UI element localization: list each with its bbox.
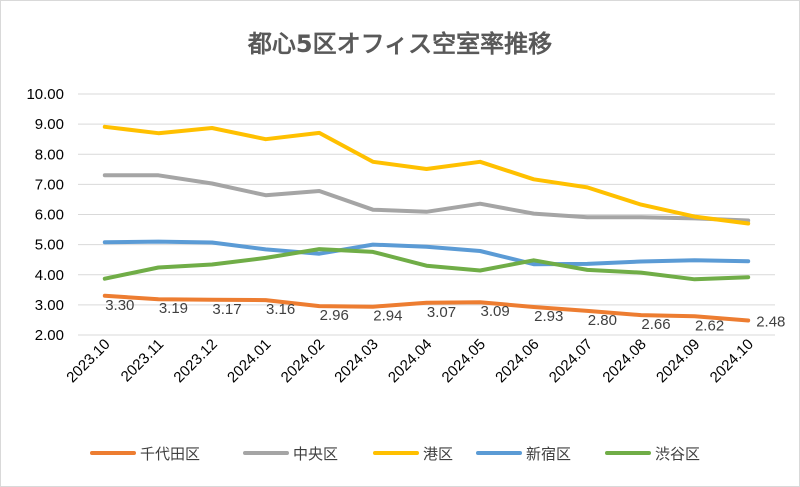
legend-label: 千代田区 [140,445,200,463]
series-line-2 [102,173,751,223]
gridlines [78,93,775,336]
series-lines [102,124,751,323]
data-label: 3.16 [266,301,295,318]
x-tick-label: 2024.02 [278,336,328,386]
data-label: 2.62 [695,317,724,334]
legend-label: 渋谷区 [655,445,700,463]
x-tick-label: 2023.10 [63,336,113,386]
x-tick-label: 2024.09 [653,336,703,386]
y-tick-label: 5.00 [35,237,64,254]
data-label: 2.96 [320,307,349,324]
y-axis-tick-labels: 2.00 3.00 4.00 5.00 6.00 7.00 8.00 9.00 10.00 [26,86,64,344]
x-tick-label: 2024.03 [331,336,381,386]
series-line-1 [102,293,751,323]
y-tick-label: 7.00 [35,176,64,193]
data-label: 3.07 [427,304,456,321]
y-tick-label: 2.00 [35,327,64,344]
data-label: 2.94 [373,308,402,325]
legend-label: 新宿区 [526,445,571,463]
y-tick-label: 4.00 [35,267,64,284]
data-label: 2.80 [588,312,617,329]
x-axis-tick-labels: 2023.10 2023.11 2023.12 2024.01 2024.02 2024.… [63,336,757,386]
x-tick-label: 2024.06 [492,336,542,386]
legend-label: 中央区 [293,445,338,463]
x-tick-label: 2024.10 [707,336,757,386]
data-label: 3.30 [105,297,134,314]
y-tick-label: 10.00 [26,86,64,103]
y-tick-label: 8.00 [35,146,64,163]
legend-label: 港区 [423,445,453,463]
x-tick-label: 2024.08 [599,336,649,386]
data-labels: 3.30 3.19 3.17 3.16 2.96 2.94 3.07 3.09 2.93 2.80… [105,297,785,334]
data-label: 3.17 [212,301,241,318]
y-tick-label: 6.00 [35,207,64,224]
data-label: 2.66 [641,316,670,333]
series-line-5 [102,247,751,282]
data-label: 2.93 [534,308,563,325]
chart-title: 都心5区オフィス空室率推移 [247,30,552,58]
x-tick-label: 2024.04 [385,336,435,386]
legend: 千代田区 中央区 港区 新宿区 渋谷区 [90,445,700,463]
data-label: 3.19 [159,300,188,317]
x-tick-label: 2023.12 [170,336,220,386]
series-line-4 [102,239,751,267]
x-tick-label: 2024.01 [224,336,274,386]
x-tick-label: 2024.07 [546,336,596,386]
data-label: 2.48 [756,314,785,331]
x-tick-label: 2024.05 [439,336,489,386]
series-line-3 [102,124,751,226]
y-tick-label: 3.00 [35,297,64,314]
x-tick-label: 2023.11 [118,336,168,386]
y-tick-label: 9.00 [35,116,64,133]
data-label: 3.09 [481,303,510,320]
